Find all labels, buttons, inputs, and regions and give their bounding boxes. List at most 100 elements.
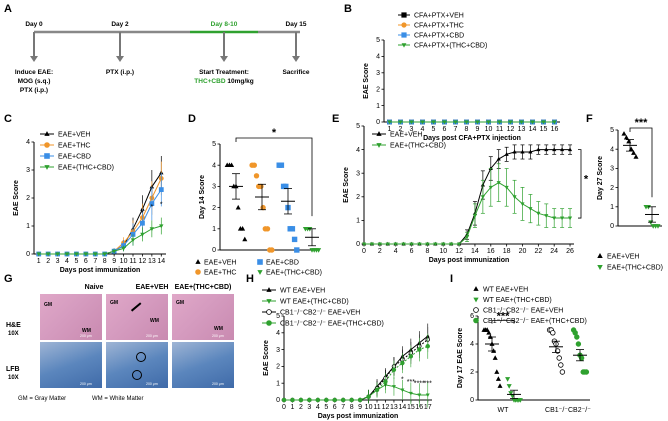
x-tick-label: 9: [358, 404, 362, 411]
data-point-d: [258, 183, 264, 190]
x-tick-label: 2: [378, 248, 382, 255]
histology-col-naive: Naive: [84, 284, 104, 291]
histology-footnote-wm: WM = White Matter: [92, 396, 144, 402]
lfb-scale-bar: 200 μm: [212, 382, 224, 386]
data-point-e: [567, 216, 573, 221]
data-point-d: [307, 226, 313, 232]
data-point-c: [159, 224, 164, 229]
histology-col-veh: EAE+VEH: [135, 284, 169, 291]
data-point-h: [332, 397, 337, 403]
data-point-c: [64, 252, 70, 257]
lfb-image-naive: [40, 342, 102, 388]
x-axis-label-h: Days post immunization: [318, 413, 399, 420]
legend-label-h: CB1⁻/⁻CB2⁻/⁻ EAE+(THC+CBD): [280, 321, 384, 328]
data-point-h: [417, 347, 422, 352]
legend-marker-h: [266, 299, 272, 304]
y-tick-label: 2: [356, 194, 360, 201]
data-point-i: [505, 377, 511, 382]
data-point-i: [556, 355, 562, 361]
data-point-i: [491, 348, 497, 353]
x-tick-label: 5: [324, 404, 328, 411]
data-point-h: [281, 397, 287, 403]
y-tick-label: 1: [212, 226, 216, 233]
significance-star-d: *: [272, 127, 277, 139]
x-tick-label: 7: [93, 258, 97, 265]
he-image-combo: [172, 294, 234, 340]
data-point-h: [391, 385, 396, 389]
x-tick-label: 8: [465, 126, 469, 133]
y-tick-label: 4: [470, 341, 474, 348]
legend-marker-b: [401, 12, 407, 18]
legend-marker-c: [44, 165, 50, 170]
data-point-d: [283, 183, 289, 190]
legend-label-d: EAE+(THC+CBD): [266, 270, 322, 277]
x-tick-label: 11: [129, 258, 136, 265]
data-point-e: [464, 235, 470, 240]
data-point-e: [536, 147, 541, 152]
y-tick-label: 3: [376, 70, 380, 77]
series-line-h: [284, 345, 428, 401]
legend-marker-f: [597, 253, 603, 258]
legend-label-c: EAE+(THC+CBD): [58, 165, 114, 172]
data-point-e: [567, 147, 573, 152]
data-point-i: [506, 384, 512, 389]
significance-star-c: *: [160, 201, 163, 208]
data-point-c: [111, 249, 117, 254]
x-tick-label: 10: [439, 248, 447, 255]
legend-marker-h: [266, 287, 272, 292]
lfb-scale-bar: 200 μm: [80, 382, 92, 386]
legend-label-f: EAE+(THC+CBD): [607, 265, 663, 272]
data-point-h: [383, 379, 388, 384]
data-point-e: [520, 149, 525, 154]
y-tick-label: 5: [610, 127, 614, 134]
data-point-e: [472, 214, 478, 218]
legend-marker-i: [473, 286, 479, 291]
legend-label-c: EAE+VEH: [58, 132, 91, 139]
data-point-h: [341, 397, 346, 403]
x-tick-label: 20: [519, 248, 527, 255]
y-tick-label: 0: [610, 223, 614, 230]
lesion-circle-1: [136, 352, 146, 362]
y-tick-label: 0: [276, 397, 280, 404]
data-point-d: [253, 173, 260, 179]
data-point-h: [315, 397, 321, 403]
data-point-i: [495, 376, 501, 381]
data-point-e: [457, 242, 462, 247]
significance-star-h: ***: [424, 381, 432, 388]
data-point-e: [488, 185, 493, 190]
data-point-d: [316, 248, 322, 253]
data-point-f: [645, 204, 651, 210]
data-point-f: [633, 154, 639, 159]
x-tick-label: 14: [529, 126, 537, 133]
legend-marker-d: [257, 259, 263, 265]
data-point-e: [441, 242, 446, 247]
y-tick-label: 1: [276, 380, 280, 387]
data-point-f: [655, 224, 661, 229]
data-point-h: [298, 397, 304, 403]
x-tick-label: 15: [540, 126, 548, 133]
data-point-d: [260, 204, 266, 211]
panel-letter-f: F: [586, 113, 593, 125]
data-point-i: [550, 330, 556, 336]
data-point-e: [520, 202, 525, 207]
panel-letter-g: G: [4, 273, 13, 285]
x-tick-label: 4: [316, 404, 320, 411]
data-point-e: [528, 207, 533, 211]
data-point-d: [235, 204, 241, 210]
x-category-wt: WT: [498, 407, 510, 414]
x-tick-label: 6: [84, 258, 88, 265]
data-point-e: [401, 242, 406, 247]
lesion-circle-2: [132, 370, 142, 380]
legend-marker-h: [266, 309, 272, 315]
significance-bracket-i: [491, 320, 515, 324]
data-point-e: [377, 242, 382, 247]
data-point-e: [504, 185, 509, 190]
data-point-e: [361, 242, 367, 247]
x-tick-label: 4: [421, 126, 425, 133]
histology-row-lfb: LFB: [6, 366, 20, 373]
ptx-label: PTX (i.p.): [106, 69, 134, 76]
x-tick-label: 2: [46, 258, 50, 265]
data-point-h: [366, 394, 371, 399]
y-tick-label: 5: [376, 37, 380, 44]
